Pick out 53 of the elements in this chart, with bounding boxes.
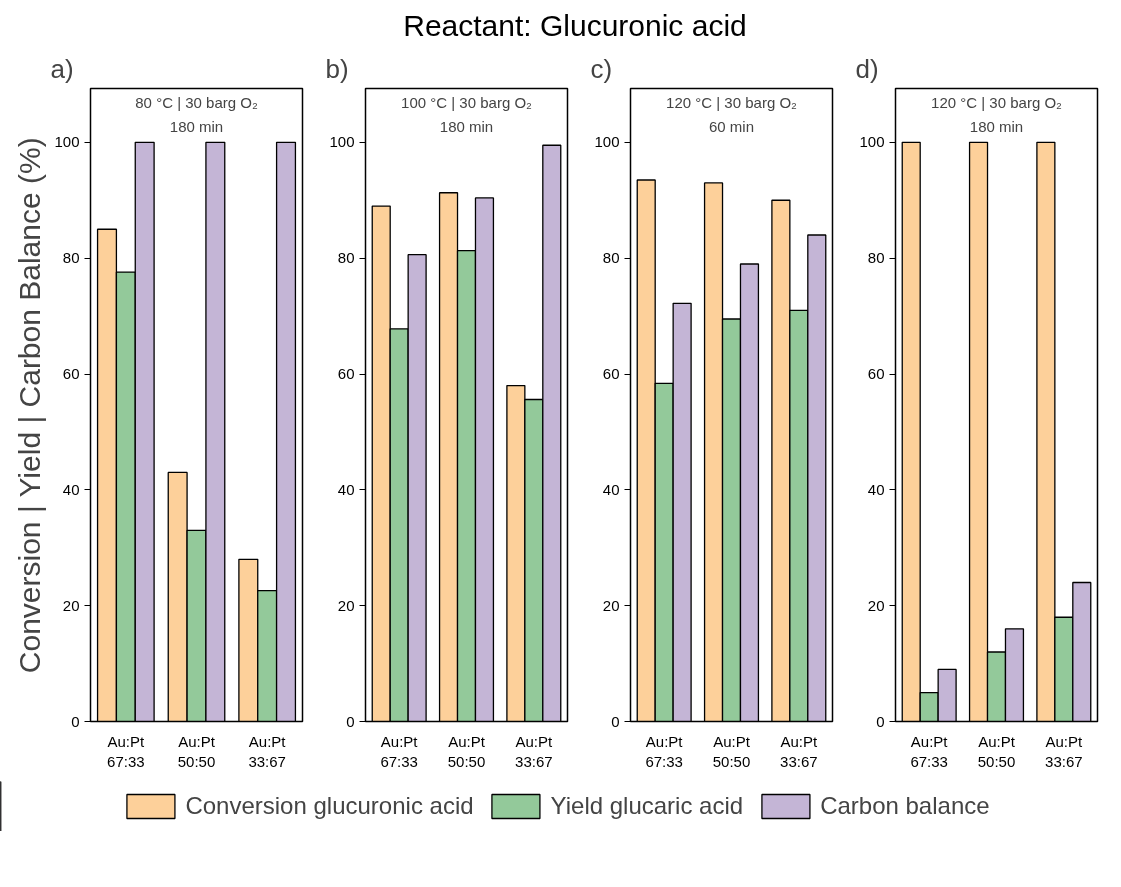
text: 180 min [969,117,1024,135]
legend-label: Yield glucaric acid [550,792,744,820]
y-tick-label: 60 [337,365,355,383]
chart-title: 120 °C | 30 barg O₂ [931,93,1063,111]
text: a) [50,53,74,84]
y-axis-title: Conversion | Yield | Carbon Balance (%) [13,137,47,674]
y-tick-label: 100 [329,133,355,151]
x-tick-label: Au:Pt 67:33 [645,732,684,770]
x-tick-label: Au:Pt 33:67 [1045,732,1084,770]
x-tick-label: Au:Pt 33:67 [780,732,819,770]
y-tick-label: 60 [602,365,620,383]
legend-label: Carbon balance [820,792,990,820]
x-tick-label: Au:Pt 50:50 [447,732,486,770]
y-tick-label: 0 [71,712,80,730]
x-tick-label: Au:Pt 67:33 [380,732,419,770]
y-tick-label: 0 [346,712,355,730]
y-tick-label: 80 [62,249,80,267]
y-tick-label: 100 [594,133,620,151]
y-tick-label: 100 [54,133,80,151]
legend-label: Conversion glucuronic acid [185,792,474,820]
y-tick-label: 0 [611,712,620,730]
text: 180 min [439,117,494,135]
x-tick-label: Au:Pt 67:33 [107,732,146,770]
y-tick-label: 40 [62,480,80,498]
y-tick-label: 60 [867,365,885,383]
y-tick-label: 0 [876,712,885,730]
y-tick-label: 40 [602,480,620,498]
y-tick-label: 40 [867,480,885,498]
chart-title: 120 °C | 30 barg O₂ [666,93,798,111]
y-tick-label: 20 [62,596,80,614]
y-tick-label: 80 [867,249,885,267]
y-tick-label: 20 [867,596,885,614]
text: 180 min [169,117,224,135]
y-tick-label: 20 [337,596,355,614]
y-tick-label: 20 [602,596,620,614]
x-tick-label: Au:Pt 50:50 [712,732,751,770]
chart-title: 100 °C | 30 barg O₂ [401,93,533,111]
text: Reactant: Glucuronic acid [403,8,747,44]
x-tick-label: Au:Pt 33:67 [248,732,287,770]
y-tick-label: 40 [337,480,355,498]
y-tick-label: 100 [859,133,885,151]
text: b) [325,53,349,84]
y-tick-label: 80 [602,249,620,267]
x-tick-label: Au:Pt 67:33 [910,732,949,770]
x-tick-label: Au:Pt 33:67 [515,732,554,770]
text: c) [590,53,613,84]
x-tick-label: Au:Pt 50:50 [177,732,216,770]
text: 60 min [708,117,755,135]
x-tick-label: Au:Pt 50:50 [977,732,1016,770]
y-tick-label: 80 [337,249,355,267]
text: d) [855,53,879,84]
chart-title: 80 °C | 30 barg O₂ [135,93,258,111]
y-tick-label: 60 [62,365,80,383]
